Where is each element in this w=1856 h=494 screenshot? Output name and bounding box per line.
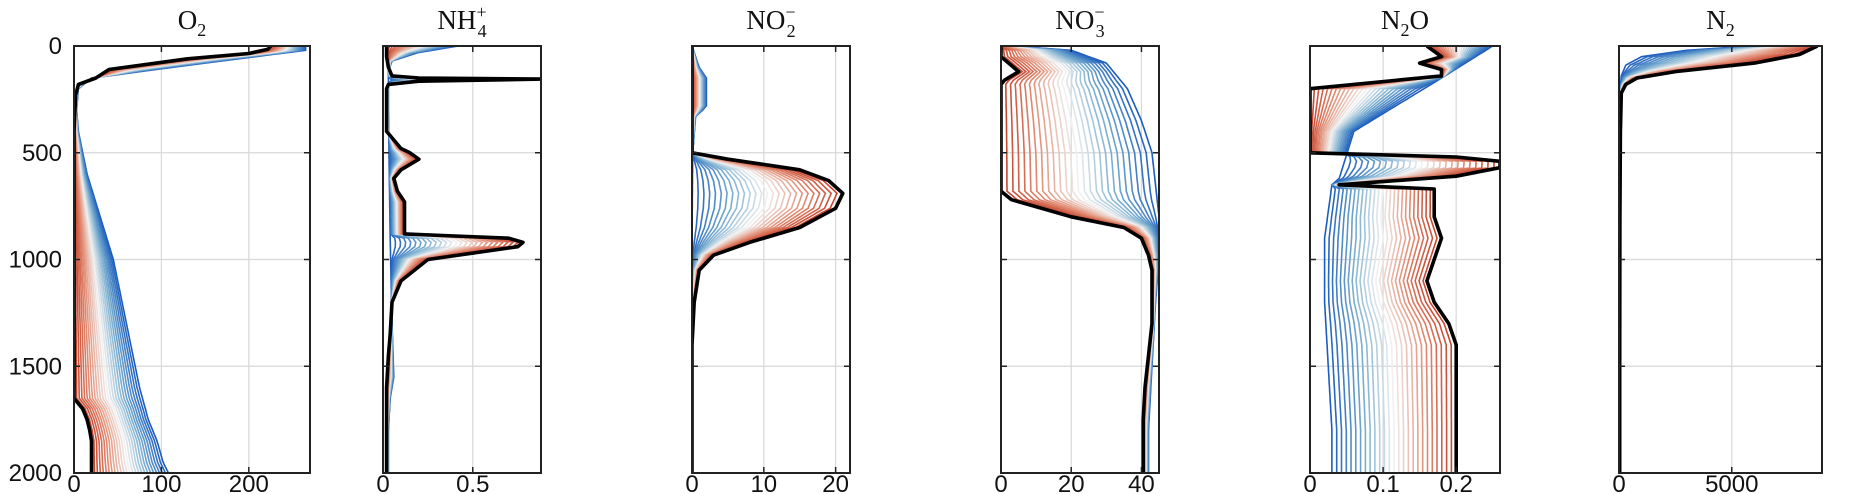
- panel-1-curves: [74, 46, 307, 473]
- panel-4-title: NO− 3: [1055, 2, 1104, 41]
- panel-5-profile-line-2: [1312, 46, 1489, 473]
- panel-2-x-tick-label-0: 0: [376, 471, 389, 494]
- panel-4-final-profile: [1001, 46, 1154, 473]
- y-tick-label-0: 0: [49, 33, 62, 60]
- panel-5-profile-line-17: [1333, 46, 1471, 473]
- panel-5-final-profile: [1310, 46, 1500, 473]
- panel-4-x-tick-label-1: 20: [1058, 471, 1085, 494]
- panel-5-profile-line-26: [1323, 46, 1494, 473]
- panel-1-title: O2: [178, 5, 207, 40]
- panel-5-x-tick-label-0: 0: [1303, 471, 1316, 494]
- panel-6: 0 5000 N2: [1612, 5, 1823, 494]
- panel-3-x-tick-label-0: 0: [685, 471, 698, 494]
- panel-1-x-tick-label-1: 100: [141, 471, 181, 494]
- panel-5-profile-line-20: [1333, 46, 1479, 473]
- panel-5-profile-line-7: [1319, 46, 1459, 473]
- panel-5-title: N2O: [1381, 5, 1429, 40]
- panel-3-final-profile: [692, 46, 845, 473]
- panel-1-final-profile: [74, 46, 273, 473]
- panel-5-profile-line-11: [1324, 46, 1457, 473]
- panel-2-title: NH+ 4: [437, 2, 486, 41]
- panel-5-profile-line-15: [1330, 46, 1466, 473]
- panel-5-curves: [1310, 46, 1500, 473]
- panel-5-profile-line-10: [1323, 46, 1456, 473]
- panel-4-x-tick-label-0: 0: [994, 471, 1007, 494]
- panel-2-final-profile: [384, 46, 541, 473]
- panel-5-profile-line-25: [1327, 46, 1491, 473]
- panel-5: 0 0.1 0.2 N2O: [1303, 5, 1501, 494]
- panel-6-title: N2: [1706, 5, 1735, 40]
- panel-5-profile-line-9: [1322, 46, 1455, 473]
- panel-5-profile-line-16: [1331, 46, 1469, 473]
- panel-1: 0 100 200 O2: [67, 5, 311, 494]
- panel-5-profile-line-4: [1314, 46, 1477, 473]
- panel-2-curves: [384, 46, 541, 473]
- panel-4-x-tick-label-2: 40: [1128, 471, 1155, 494]
- panel-5-profile-line-21: [1330, 46, 1481, 473]
- panel-5-profile-line-1: [1310, 46, 1495, 473]
- panel-5-profile-line-3: [1313, 46, 1483, 473]
- panel-6-x-tick-label-0: 0: [1612, 471, 1625, 494]
- y-tick-label-3: 1500: [9, 353, 62, 380]
- panel-5-profile-line-13: [1327, 46, 1461, 473]
- panel-6-x-tick-label-1: 5000: [1705, 471, 1758, 494]
- panel-3: 0 10 20 NO− 2: [685, 2, 851, 494]
- panel-5-profile-line-12: [1326, 46, 1459, 473]
- y-tick-label-4: 2000: [9, 460, 62, 487]
- panel-5-x-tick-label-1: 0.1: [1366, 471, 1399, 494]
- panel-5-x-tick-label-2: 0.2: [1439, 471, 1472, 494]
- y-tick-label-2: 1000: [9, 247, 62, 274]
- panel-4: 0 20 40 NO− 3: [994, 2, 1160, 494]
- panel-5-profile-line-24: [1330, 46, 1489, 473]
- panel-3-x-tick-label-2: 20: [822, 471, 849, 494]
- panel-5-profile-line-18: [1334, 46, 1474, 473]
- panel-3-title: NO− 2: [746, 2, 795, 41]
- panel-5-profile-line-8: [1320, 46, 1454, 473]
- panel-1-x-tick-label-0: 0: [67, 471, 80, 494]
- panel-2-x-tick-label-1: 0.5: [456, 471, 489, 494]
- panel-5-profile-line-23: [1330, 46, 1486, 473]
- y-tick-label-1: 500: [22, 140, 62, 167]
- panel-5-profile-line-14: [1329, 46, 1464, 473]
- panel-5-profile-line-22: [1330, 46, 1484, 473]
- panel-1-x-tick-label-2: 200: [229, 471, 269, 494]
- panel-5-profile-line-6: [1317, 46, 1465, 473]
- panel-3-x-tick-label-1: 10: [750, 471, 777, 494]
- panel-5-profile-line-5: [1316, 46, 1471, 473]
- panel-2: 0 0.5 NH+ 4: [376, 2, 542, 494]
- panel-5-profile-line-19: [1333, 46, 1476, 473]
